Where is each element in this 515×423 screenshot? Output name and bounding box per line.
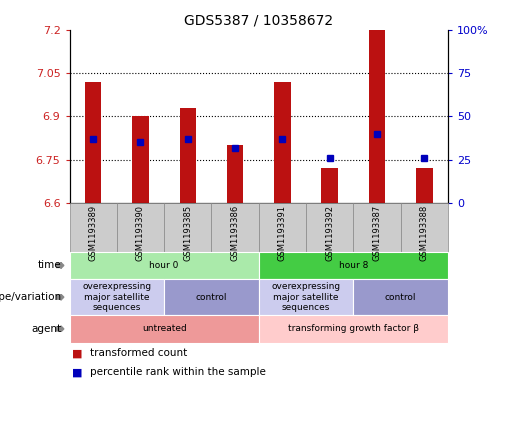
Text: control: control xyxy=(196,293,227,302)
Bar xyxy=(180,108,196,203)
FancyArrow shape xyxy=(56,262,64,269)
Text: GSM1193389: GSM1193389 xyxy=(89,205,98,261)
Text: transformed count: transformed count xyxy=(90,348,187,358)
Text: agent: agent xyxy=(32,324,62,334)
Bar xyxy=(416,168,433,203)
Bar xyxy=(85,82,101,203)
Text: GSM1193390: GSM1193390 xyxy=(136,205,145,261)
Text: GSM1193388: GSM1193388 xyxy=(420,205,429,261)
Text: ■: ■ xyxy=(72,367,82,377)
Bar xyxy=(227,145,244,203)
Text: control: control xyxy=(385,293,417,302)
Text: genotype/variation: genotype/variation xyxy=(0,292,62,302)
Title: GDS5387 / 10358672: GDS5387 / 10358672 xyxy=(184,13,333,27)
Text: transforming growth factor β: transforming growth factor β xyxy=(288,324,419,333)
Text: ■: ■ xyxy=(72,348,82,358)
Text: hour 8: hour 8 xyxy=(339,261,368,270)
Text: time: time xyxy=(38,261,62,270)
Text: GSM1193392: GSM1193392 xyxy=(325,205,334,261)
Text: percentile rank within the sample: percentile rank within the sample xyxy=(90,367,266,377)
Bar xyxy=(132,116,149,203)
Bar xyxy=(321,168,338,203)
FancyArrow shape xyxy=(56,294,64,300)
Text: GSM1193385: GSM1193385 xyxy=(183,205,192,261)
Text: untreated: untreated xyxy=(142,324,186,333)
Text: overexpressing
major satellite
sequences: overexpressing major satellite sequences xyxy=(82,282,151,312)
Text: hour 0: hour 0 xyxy=(149,261,179,270)
Bar xyxy=(274,82,291,203)
FancyArrow shape xyxy=(56,326,64,332)
Text: GSM1193387: GSM1193387 xyxy=(372,205,382,261)
Text: GSM1193386: GSM1193386 xyxy=(231,205,239,261)
Text: overexpressing
major satellite
sequences: overexpressing major satellite sequences xyxy=(271,282,340,312)
Text: GSM1193391: GSM1193391 xyxy=(278,205,287,261)
Bar xyxy=(369,30,385,203)
